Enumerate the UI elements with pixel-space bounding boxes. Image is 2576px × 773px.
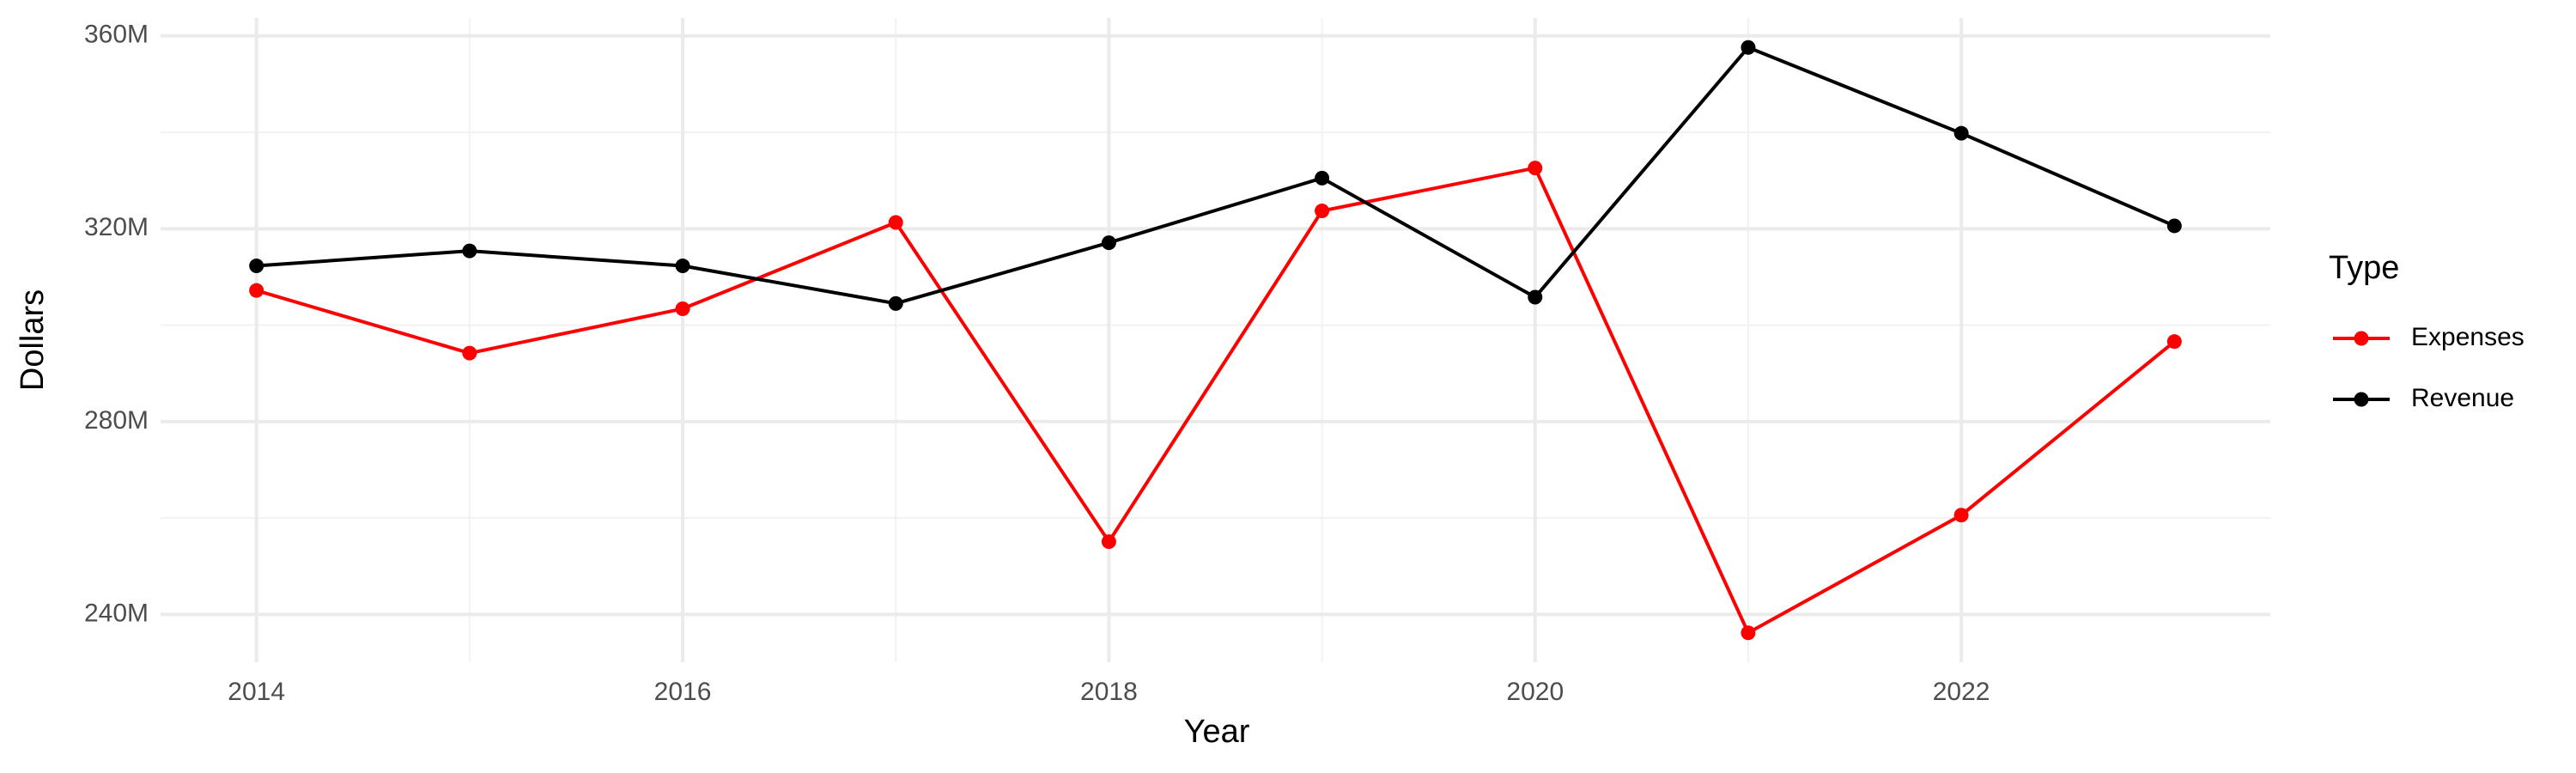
y-tick-label: 320M <box>84 213 149 241</box>
data-point <box>462 243 477 259</box>
data-point <box>675 259 690 274</box>
data-point <box>1953 125 1969 141</box>
y-tick-label: 240M <box>84 599 149 627</box>
data-point <box>1101 534 1116 550</box>
data-point <box>1528 161 1543 176</box>
legend-title: Type <box>2329 250 2399 286</box>
data-point <box>1741 625 1756 641</box>
data-point <box>462 345 477 361</box>
y-tick-label: 280M <box>84 406 149 435</box>
y-tick-label: 360M <box>84 21 149 49</box>
data-point <box>1101 235 1116 251</box>
data-point <box>2166 334 2182 350</box>
data-point <box>249 283 264 298</box>
data-point <box>2166 218 2182 234</box>
data-point <box>1315 204 1330 219</box>
x-tick-label: 2022 <box>1933 678 1990 706</box>
legend-key-point <box>2354 331 2369 346</box>
data-point <box>888 295 903 311</box>
x-axis-title: Year <box>1184 714 1250 750</box>
data-point <box>249 259 264 274</box>
data-point <box>675 301 690 317</box>
data-point <box>1953 508 1969 523</box>
data-point <box>1315 170 1330 186</box>
series-line <box>256 45 2176 306</box>
x-tick-label: 2016 <box>654 678 712 706</box>
data-point <box>1741 40 1756 55</box>
x-tick-label: 2020 <box>1506 678 1564 706</box>
x-tick-label: 2014 <box>228 678 285 706</box>
legend-label: Revenue <box>2411 384 2514 412</box>
data-point <box>1528 289 1543 305</box>
data-point <box>888 215 903 230</box>
legend-label: Expenses <box>2411 323 2524 351</box>
legend-key-point <box>2354 392 2369 407</box>
series-line <box>256 166 2176 636</box>
x-tick-label: 2018 <box>1080 678 1138 706</box>
y-axis-title: Dollars <box>15 289 51 391</box>
